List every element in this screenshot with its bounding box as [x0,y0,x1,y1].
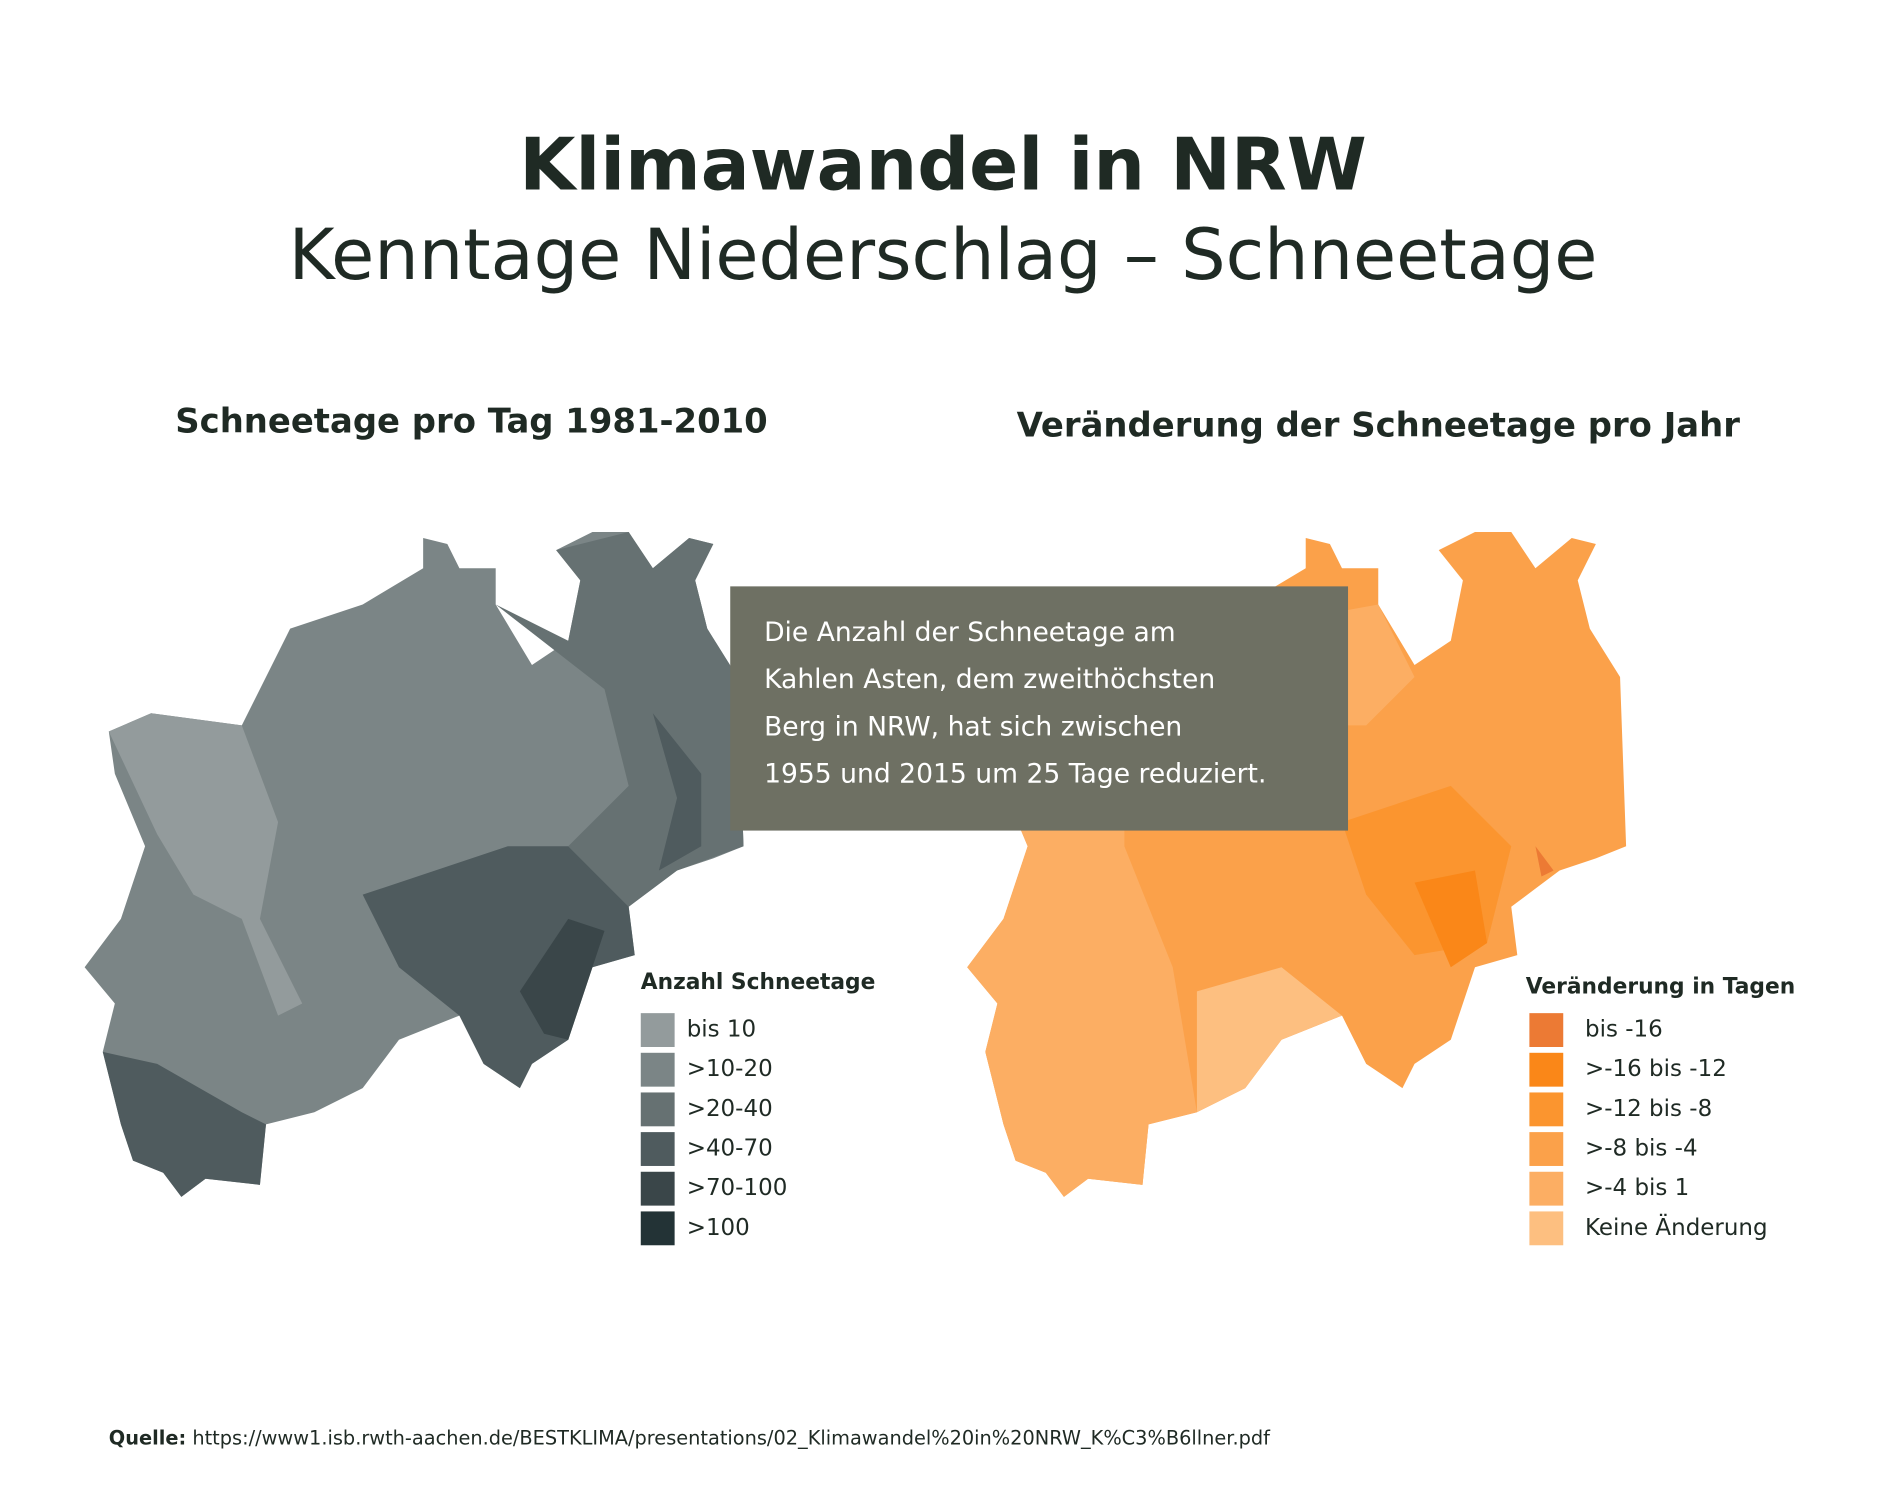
legend-label: >-16 bis -12 [1585,1056,1727,1082]
map-snow-days [84,531,744,1197]
legend-label: >70-100 [687,1175,788,1201]
map-title: Schneetage pro Tag 1981-2010 [175,402,767,441]
legend-swatch [1529,1132,1564,1166]
source-url: https://www1.isb.rwth-aachen.de/BESTKLIM… [192,1426,1271,1449]
legend-label: >20-40 [687,1096,773,1122]
legend-swatch [1529,1092,1564,1127]
callout-line: 1955 und 2015 um 25 Tage reduziert. [764,758,1266,789]
callout-line: Die Anzahl der Schneetage am [764,617,1176,648]
legend-swatch [640,1013,675,1047]
source-label: Quelle: [109,1426,186,1449]
legend-label: >10-20 [687,1056,773,1082]
legend-label: >100 [687,1215,750,1241]
legend-swatch [1529,1052,1564,1087]
legend-label: >40-70 [687,1136,773,1162]
callout: Die Anzahl der Schneetage am Kahlen Asten… [730,586,1349,831]
legend-swatch [1529,1211,1564,1246]
legend-swatch [640,1092,675,1127]
legend: Anzahl Schneetage bis 10 >10-20 >20-40 >40-7… [640,970,876,1246]
callout-box [730,586,1349,831]
source: Quelle: https://www1.isb.rwth-aachen.de/… [109,1426,1271,1449]
legend-swatch [640,1211,675,1246]
legend-swatch [640,1171,675,1206]
legend-label: >-8 bis -4 [1585,1136,1698,1162]
legend-label: >-12 bis -8 [1585,1096,1712,1122]
callout-line: Kahlen Asten, dem zweithöchsten [764,664,1215,695]
legend-label: >-4 bis 1 [1585,1175,1689,1201]
legend-swatch [640,1132,675,1166]
legend-label: bis 10 [687,1017,756,1043]
subtitle: Kenntage Niederschlag – Schneetage [289,214,1598,296]
legend-label: bis -16 [1585,1017,1663,1043]
legend-title: Anzahl Schneetage [641,970,876,995]
map-title: Veränderung der Schneetage pro Jahr [1017,405,1741,444]
legend-swatch [1529,1013,1564,1047]
legend-swatch [1529,1171,1564,1206]
callout-line: Berg in NRW, hat sich zwischen [764,711,1182,742]
title: Klimawandel in NRW [519,123,1367,207]
legend-swatch [640,1052,675,1087]
legend-label: Keine Änderung [1585,1213,1768,1241]
legend: Veränderung in Tagen bis -16 >-16 bis -12 >… [1526,975,1795,1246]
legend-title: Veränderung in Tagen [1526,975,1795,1000]
